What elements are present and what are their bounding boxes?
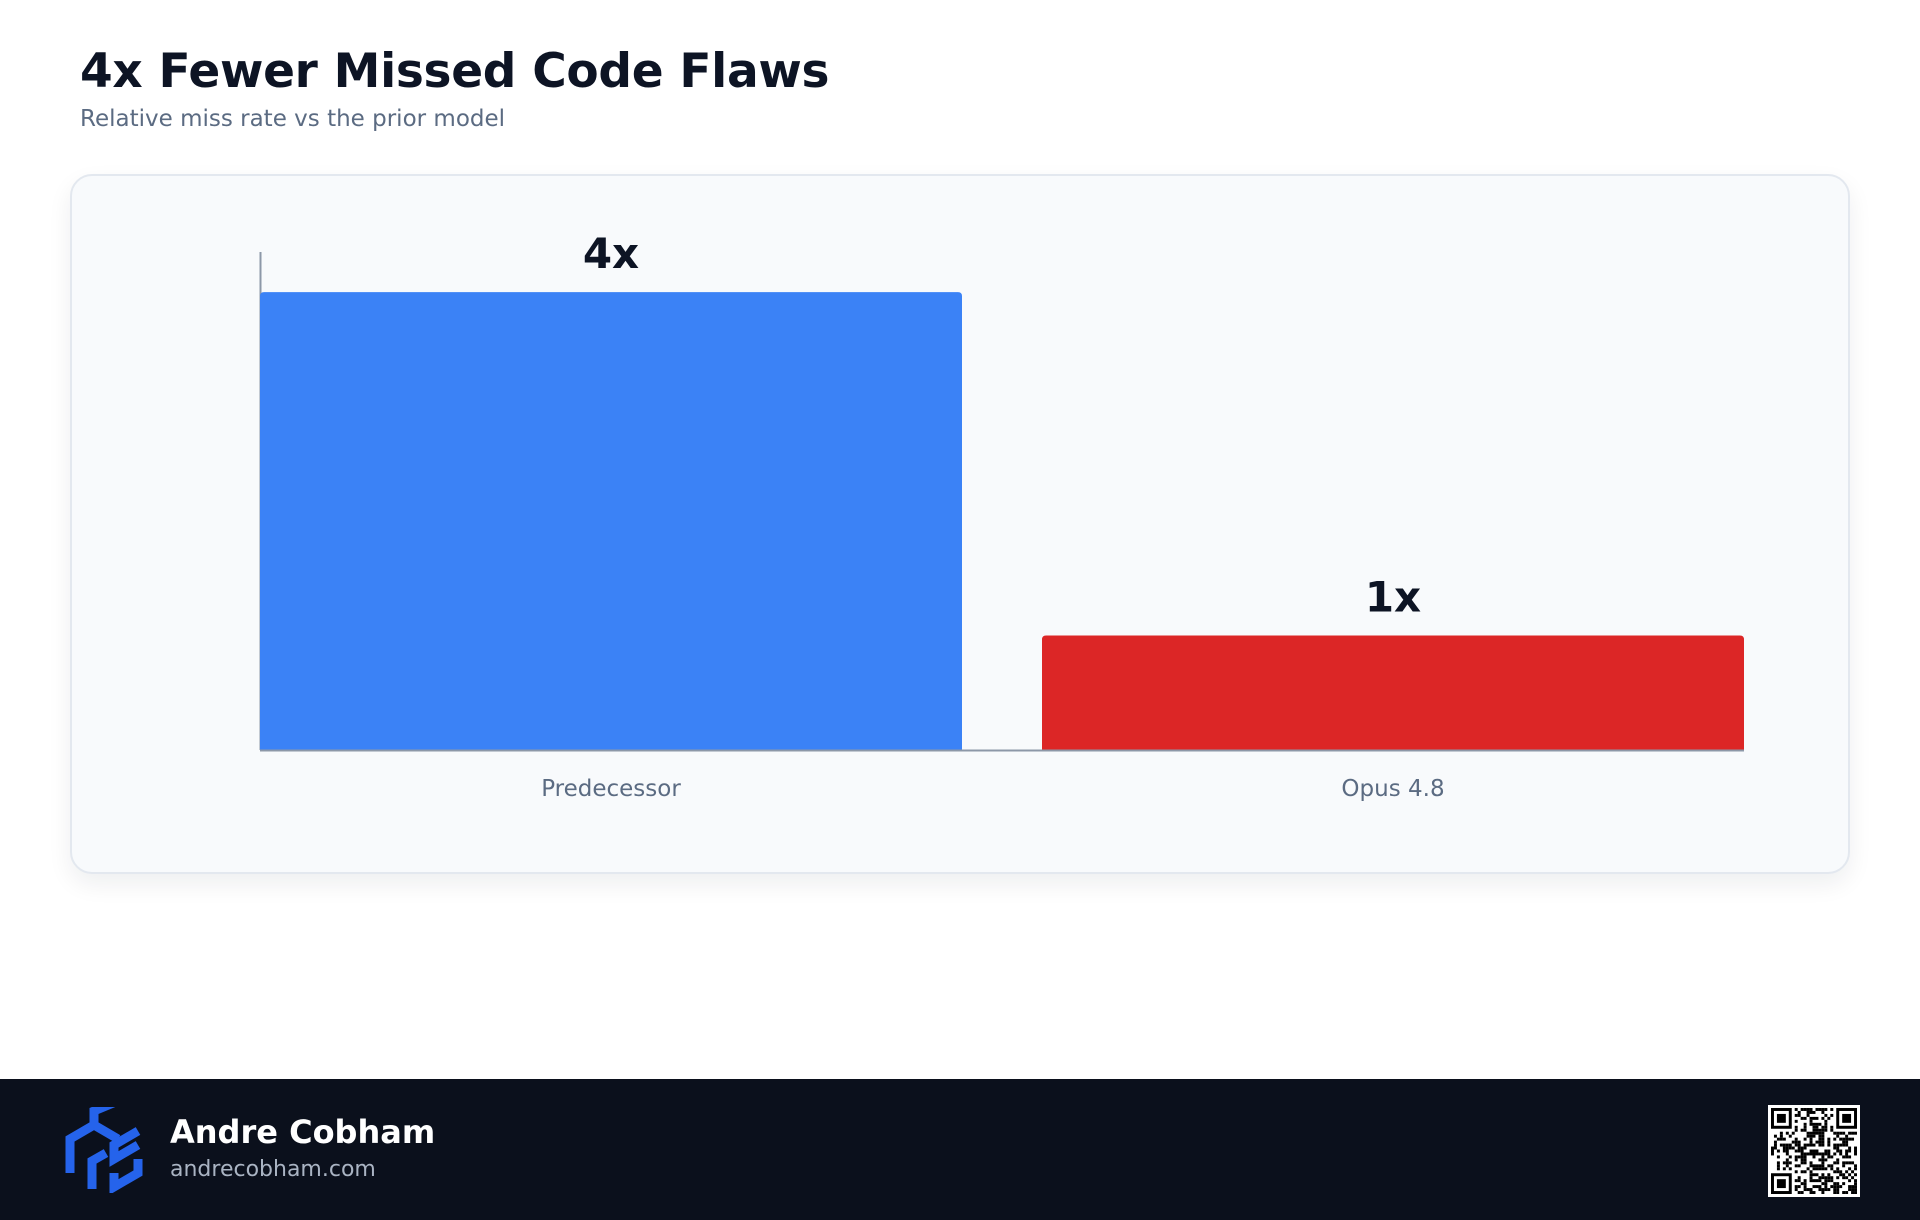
- bar-predecessor: [260, 292, 962, 750]
- brand-name: Andre Cobham: [170, 1113, 436, 1151]
- qr-code-icon: [1768, 1105, 1860, 1197]
- data-label: 1x: [1365, 573, 1421, 622]
- footer: Andre Cobham andrecobham.com: [0, 1079, 1920, 1220]
- bar-chart: 4x Predecessor 1x Opus 4.8: [259, 229, 1744, 802]
- chart-subtitle: Relative miss rate vs the prior model: [80, 106, 506, 132]
- data-label: 4x: [583, 229, 639, 278]
- chart-card: 4x Predecessor 1x Opus 4.8: [70, 174, 1850, 874]
- cube-logo-icon: [65, 1107, 143, 1193]
- bar-opus-4-8: [1042, 635, 1744, 750]
- brand-url[interactable]: andrecobham.com: [170, 1157, 376, 1182]
- x-tick-label: Opus 4.8: [1341, 776, 1444, 802]
- x-tick-label: Predecessor: [541, 776, 681, 802]
- chart-title: 4x Fewer Missed Code Flaws: [80, 44, 830, 99]
